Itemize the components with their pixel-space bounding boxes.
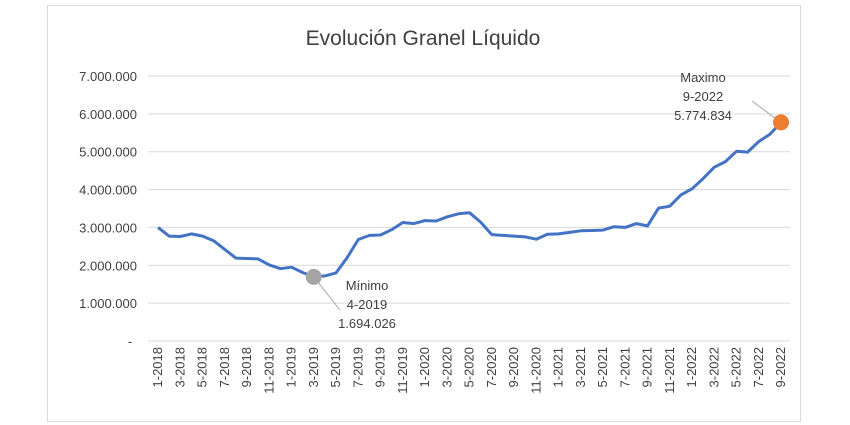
chart-title: Evolución Granel Líquido [306,27,541,50]
y-axis: - 1.000.000 2.000.000 3.000.000 4.000.000 5.0… [79,69,137,349]
x-tick-label: 5-2019 [328,347,343,387]
x-tick-label: 1-2019 [284,347,299,387]
x-tick-label: 11-2021 [662,347,677,394]
maximum-marker [773,114,789,131]
maximum-label-line: Maximo [680,70,726,85]
y-tick-label: 1.000.000 [79,296,137,311]
x-tick-label: 5-2020 [462,347,477,387]
x-tick-label: 9-2021 [640,347,655,387]
y-tick-label: 5.000.000 [79,145,137,160]
x-tick-label: 9-2020 [506,347,521,387]
x-tick-label: 1-2022 [684,347,699,387]
minimum-label-line: 4-2019 [347,297,387,312]
x-tick-label: 3-2020 [439,347,454,387]
series-line [157,121,783,279]
gridlines [148,75,790,342]
chart-frame [47,5,801,422]
maximum-label-line: 5.774.834 [674,108,732,123]
x-tick-label: 3-2021 [573,347,588,387]
x-tick-label: 1-2020 [417,347,432,387]
x-tick-label: 7-2019 [350,347,365,387]
x-tick-label: 1-2018 [150,347,165,387]
x-axis: 1-2018 3-2018 5-2018 7-2018 9-2018 11-2018 1-2… [150,347,788,394]
x-tick-label: 5-2021 [595,347,610,387]
x-tick-label: 3-2019 [306,347,321,387]
x-tick-label: 7-2022 [751,347,766,387]
x-tick-label: 5-2018 [195,347,210,387]
x-tick-label: 7-2020 [484,347,499,387]
x-tick-label: 5-2022 [729,347,744,387]
x-tick-label: 3-2022 [706,347,721,387]
x-tick-label: 11-2020 [528,347,543,394]
x-tick-label: 9-2019 [373,347,388,387]
y-tick-label: 6.000.000 [79,107,137,122]
maximum-label-line: 9-2022 [683,89,723,104]
x-tick-label: 9-2022 [773,347,788,387]
y-tick-label: 7.000.000 [79,69,137,84]
x-tick-label: 11-2019 [395,347,410,394]
x-tick-label: 7-2021 [617,347,632,387]
y-tick-label: 4.000.000 [79,183,137,198]
x-tick-label: 11-2018 [261,347,276,394]
y-tick-label: 3.000.000 [79,220,137,235]
minimum-label-line: 1.694.026 [338,316,396,331]
y-tick-label: 2.000.000 [79,258,137,273]
annotations: Mínimo 4-2019 1.694.026 Maximo 9-2022 5.774.8… [305,70,789,331]
x-tick-label: 3-2018 [172,347,187,387]
x-tick-label: 7-2018 [217,347,232,387]
y-tick-label: - [128,334,132,349]
minimum-label-line: Mínimo [346,278,389,293]
minimum-marker [305,268,322,285]
x-tick-label: 1-2021 [551,347,566,387]
x-tick-label: 9-2018 [239,347,254,387]
